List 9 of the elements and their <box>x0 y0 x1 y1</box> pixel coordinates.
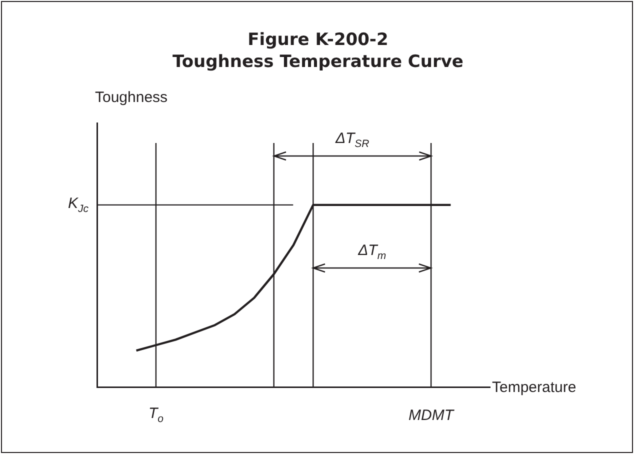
annotation: ΔT$_{m}$ <box>358 242 386 262</box>
x-tick-label: MDMT <box>408 406 454 424</box>
text: Toughness <box>95 88 168 106</box>
x-axis-title: Temperature <box>492 378 576 396</box>
chart-title: Figure K-200-2 <box>246 30 390 50</box>
text: ΔT$_{SR}$ <box>335 130 370 150</box>
x-tick-label: T$_{o}$ <box>148 405 164 425</box>
chart-subtitle: Toughness Temperature Curve <box>172 52 464 72</box>
ref-line-label: K$_{Jc}$ <box>68 194 89 215</box>
